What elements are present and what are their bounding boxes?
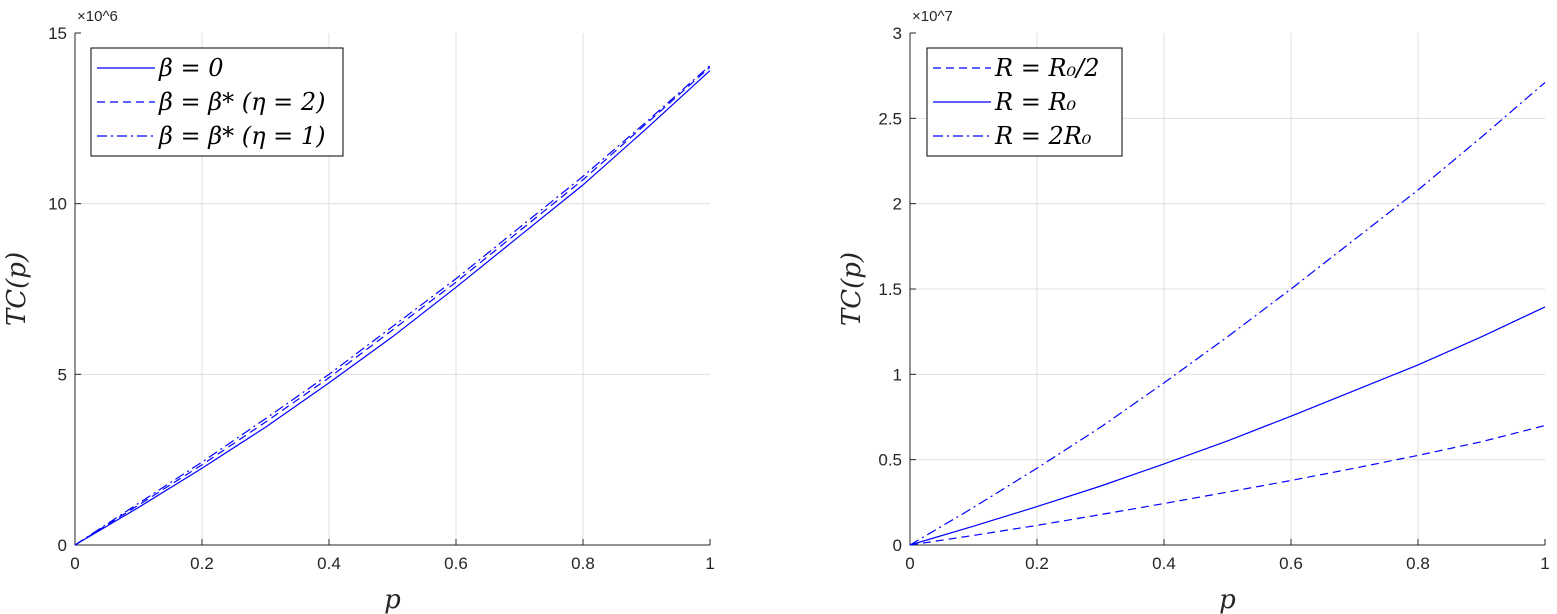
series-line-3 — [74, 64, 711, 546]
y-tick-label: 5 — [58, 365, 67, 384]
y-tick-label: 2 — [893, 195, 902, 214]
y-tick-label: 15 — [48, 24, 67, 43]
x-tick-label: 0.6 — [1279, 554, 1303, 573]
x-tick-label: 0.8 — [571, 554, 595, 573]
y-tick-label: 1 — [893, 365, 902, 384]
series-line-3 — [909, 82, 1546, 546]
y-tick-label: 2.5 — [878, 109, 902, 128]
y-tick-label: 0 — [58, 536, 67, 555]
y-tick-label: 0.5 — [878, 451, 902, 470]
x-axis-label: p — [1219, 585, 1236, 614]
legend-box — [90, 47, 344, 157]
series-line-1 — [74, 70, 711, 546]
x-tick-label: 0 — [70, 554, 79, 573]
x-tick-label: 1 — [705, 554, 714, 573]
right-chart: 0 0.2 0.4 0.6 0.8 1 0 0.5 1 1.5 2 2.5 3 ×10^7 p TC(p) R … — [837, 8, 1550, 614]
axis-exponent-label: ×10^6 — [77, 8, 118, 25]
series-line-2 — [74, 66, 711, 546]
legend: β = 0 β = β* (η = 2) β = β* (η = 1) — [90, 47, 344, 157]
axis-exponent-label: ×10^7 — [912, 8, 953, 25]
legend-label: β = 0 — [158, 54, 224, 82]
x-tick-label: 0 — [905, 554, 914, 573]
x-tick-label: 0.4 — [317, 554, 341, 573]
legend-label: R = R₀ — [994, 88, 1077, 116]
legend-label: R = R₀/2 — [994, 54, 1099, 82]
y-axis-label: TC(p) — [837, 252, 867, 326]
y-tick-label: 0 — [893, 536, 902, 555]
x-axis-label: p — [384, 585, 401, 614]
x-tick-label: 0.2 — [1025, 554, 1049, 573]
x-tick-label: 1 — [1540, 554, 1549, 573]
legend-label: β = β* (η = 2) — [158, 88, 326, 116]
legend-label: R = 2R₀ — [994, 122, 1092, 150]
x-tick-label: 0.8 — [1406, 554, 1430, 573]
legend-label: β = β* (η = 1) — [158, 122, 326, 150]
x-tick-label: 0.2 — [190, 554, 214, 573]
series-line-1 — [909, 424, 1546, 546]
x-tick-label: 0.6 — [444, 554, 468, 573]
legend: R = R₀/2 R = R₀ R = 2R₀ — [926, 47, 1123, 157]
y-tick-label: 1.5 — [878, 280, 902, 299]
y-tick-label: 3 — [893, 24, 902, 43]
series-line-2 — [909, 306, 1546, 546]
y-tick-label: 10 — [48, 195, 67, 214]
x-tick-label: 0.4 — [1152, 554, 1176, 573]
y-axis-label: TC(p) — [2, 252, 32, 326]
